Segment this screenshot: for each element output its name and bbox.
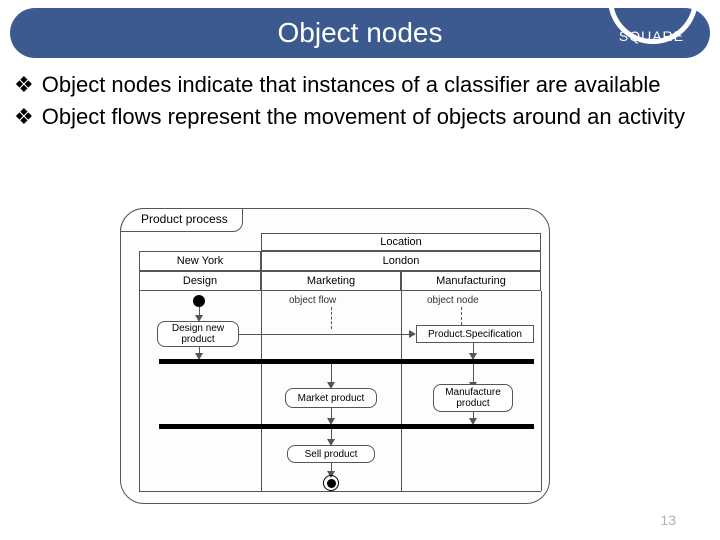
slide-title: Object nodes — [278, 17, 443, 49]
divider — [139, 291, 140, 491]
flow-line — [331, 364, 332, 384]
join-bar — [159, 424, 534, 429]
swim-header-manufacturing: Manufacturing — [401, 271, 541, 291]
divider — [261, 291, 262, 491]
annotation-line — [331, 307, 332, 329]
node-sell-product: Sell product — [287, 445, 375, 463]
flow-line — [239, 334, 411, 335]
bullet-text: Object nodes indicate that instances of … — [42, 70, 661, 100]
swim-header-london: London — [261, 251, 541, 271]
divider-bottom — [139, 491, 541, 492]
bullet-item: ❖ Object nodes indicate that instances o… — [14, 70, 706, 100]
annotation-line — [461, 307, 462, 325]
diagram-title: Product process — [120, 208, 243, 232]
content-area: ❖ Object nodes indicate that instances o… — [14, 70, 706, 133]
node-product-spec: Product.Specification — [416, 325, 534, 343]
bullet-item: ❖ Object flows represent the movement of… — [14, 102, 706, 132]
swim-header-ny: New York — [139, 251, 261, 271]
divider — [541, 291, 542, 491]
fork-bar — [159, 359, 534, 364]
node-market-product: Market product — [285, 388, 377, 408]
start-node-icon — [193, 295, 205, 307]
bullet-text: Object flows represent the movement of o… — [42, 102, 685, 132]
diamond-bullet-icon: ❖ — [14, 70, 34, 100]
page-number: 13 — [660, 512, 676, 528]
activity-diagram: Product process Location New York London… — [120, 208, 550, 504]
square-badge: SQUARE — [611, 8, 692, 48]
node-manufacture-product: Manufacture product — [433, 384, 513, 412]
divider — [401, 291, 402, 491]
diamond-bullet-icon: ❖ — [14, 102, 34, 132]
annotation-object-node: object node — [427, 295, 479, 306]
end-node-inner — [327, 479, 336, 488]
title-bar: Object nodes SQUARE — [10, 8, 710, 58]
swim-header-marketing: Marketing — [261, 271, 401, 291]
arrow-right-icon — [409, 330, 416, 338]
swim-header-design: Design — [139, 271, 261, 291]
flow-line — [473, 364, 474, 384]
end-node-icon — [323, 475, 339, 491]
node-design-new-product: Design new product — [157, 321, 239, 347]
annotation-object-flow: object flow — [289, 295, 336, 306]
swim-header-location: Location — [261, 233, 541, 251]
